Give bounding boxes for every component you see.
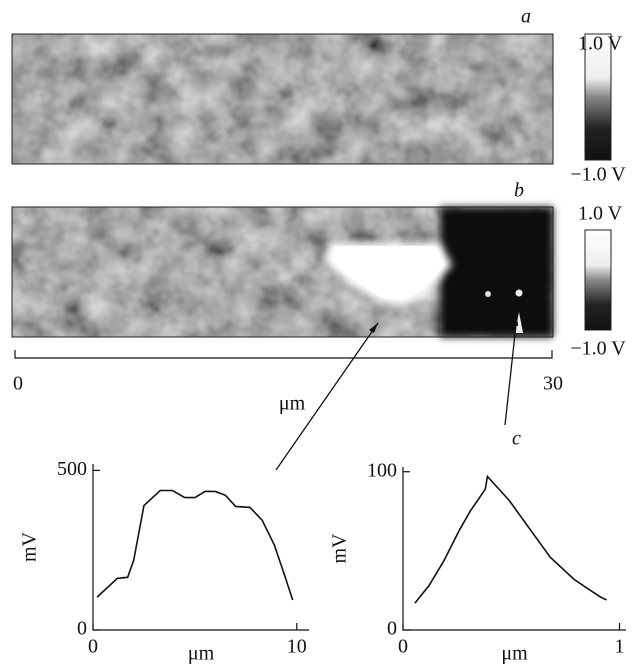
colorbar-max: 1.0 V [578, 203, 623, 225]
colorbar [584, 229, 612, 331]
axes [92, 464, 309, 631]
y-tick-label: 0 [77, 618, 87, 640]
scale-end: 30 [543, 373, 563, 395]
scale-unit: μm [279, 393, 306, 415]
x-tick-label: 0 [88, 636, 98, 658]
panel-label: c [512, 428, 521, 450]
y-tick-label: 500 [57, 458, 87, 480]
colorbar-min: −1.0 V [570, 164, 626, 186]
x-tick-label: 0 [398, 636, 408, 658]
colorbar-max: 1.0 V [578, 33, 623, 55]
arrow-head [369, 323, 378, 333]
scale-bar [14, 350, 553, 359]
arrow [275, 322, 379, 471]
colorbar [584, 33, 612, 161]
y-tick-label: 100 [367, 459, 397, 481]
image-b [11, 206, 554, 338]
x-axis-label: μm [188, 643, 215, 664]
scale-start: 0 [13, 373, 23, 395]
x-tick-label: 10 [287, 636, 307, 658]
image-a [11, 33, 554, 165]
panel-label: b [514, 180, 524, 202]
axes [402, 467, 626, 631]
y-axis-label: mV [329, 533, 351, 564]
y-tick-label: 0 [387, 618, 397, 640]
arrow-head [512, 316, 518, 326]
arrow [504, 315, 518, 426]
panel-label: a [521, 6, 531, 28]
line-series [96, 489, 294, 601]
x-tick-label: 1 [615, 636, 625, 658]
line-series [414, 474, 607, 604]
y-axis-label: mV [19, 531, 41, 562]
x-axis-label: μm [501, 643, 528, 664]
colorbar-min: −1.0 V [570, 338, 626, 360]
